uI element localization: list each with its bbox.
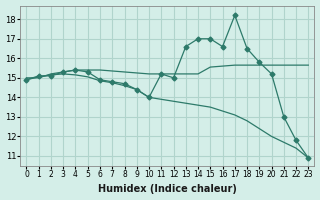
X-axis label: Humidex (Indice chaleur): Humidex (Indice chaleur) — [98, 184, 237, 194]
